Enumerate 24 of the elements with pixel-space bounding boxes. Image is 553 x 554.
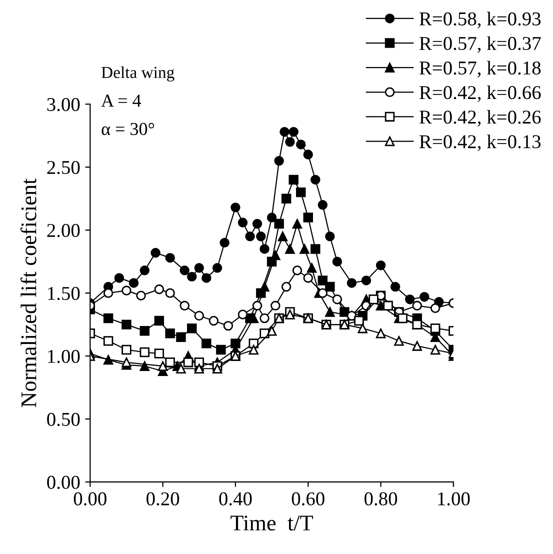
y-tick-label: 0.50	[47, 412, 80, 426]
annotation: A = 4	[101, 94, 142, 107]
legend-label: R=0.57, k=0.18	[419, 60, 541, 78]
y-tick-label: 1.50	[48, 286, 80, 300]
x-tick-label: 0.20	[146, 492, 180, 506]
y-tick-label: 0.00	[47, 476, 80, 490]
y-tick-label: 2.00	[47, 224, 80, 238]
y-tick-label: 1.00	[48, 350, 80, 364]
y-tick-label: 3.00	[47, 98, 80, 112]
legend-label: R=0.42, k=0.26	[419, 110, 541, 126]
x-tick-label: 1.00	[438, 492, 470, 506]
x-tick-label: 0.80	[364, 492, 398, 506]
legend-label: R=0.58, k=0.93	[419, 12, 541, 28]
x-tick-label: 0.00	[74, 492, 106, 506]
annotation: α = 30°	[102, 122, 154, 136]
x-axis-title: Time t/T	[230, 516, 314, 531]
x-tick-label: 0.60	[292, 492, 324, 506]
text: Delta wing	[102, 66, 174, 82]
y-tick-label: 2.50	[47, 160, 80, 174]
legend-label: R=0.42, k=0.66	[419, 85, 541, 102]
legend-label: R=0.57, k=0.37	[419, 36, 541, 53]
x-tick-label: 0.40	[219, 492, 252, 506]
legend-label: R=0.42, k=0.13	[419, 134, 541, 152]
y-axis-title: Normalized lift coeficient	[20, 178, 36, 408]
